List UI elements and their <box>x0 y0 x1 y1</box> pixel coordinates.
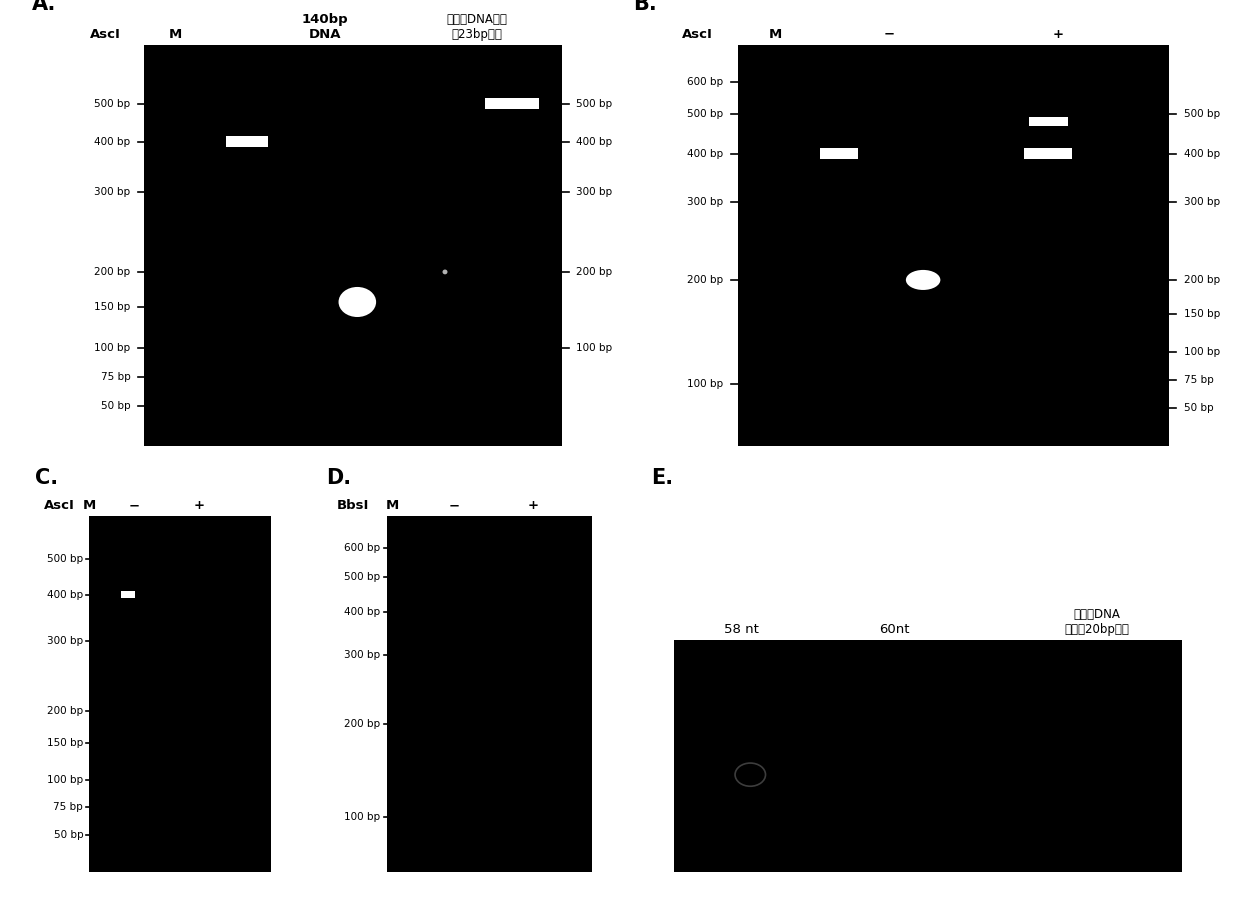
Text: 200 bp: 200 bp <box>1183 275 1220 285</box>
Ellipse shape <box>339 287 376 317</box>
Bar <box>226 136 268 147</box>
Text: 150 bp: 150 bp <box>94 301 130 312</box>
Text: 500 bp: 500 bp <box>47 554 83 564</box>
Text: 58 nt: 58 nt <box>724 623 759 636</box>
Bar <box>1029 118 1068 126</box>
Text: D.: D. <box>326 469 351 488</box>
Text: 75 bp: 75 bp <box>1183 375 1213 385</box>
Text: 100 bp: 100 bp <box>1183 347 1220 357</box>
Text: −: − <box>449 499 460 512</box>
Text: 300 bp: 300 bp <box>687 197 723 207</box>
Text: 500 bp: 500 bp <box>345 572 381 582</box>
Text: M: M <box>169 28 182 41</box>
Bar <box>485 98 539 108</box>
Text: 300 bp: 300 bp <box>94 187 130 197</box>
Ellipse shape <box>443 269 448 275</box>
Text: M: M <box>386 499 399 512</box>
Bar <box>89 516 270 872</box>
Text: M: M <box>83 499 95 512</box>
Bar <box>1024 149 1071 159</box>
Text: 200 bp: 200 bp <box>94 267 130 277</box>
Bar <box>738 46 1169 447</box>
Text: 400 bp: 400 bp <box>687 149 723 159</box>
Text: 200 bp: 200 bp <box>345 720 381 730</box>
Text: 600 bp: 600 bp <box>345 543 381 553</box>
Bar <box>122 591 135 598</box>
Text: 100 bp: 100 bp <box>345 811 381 822</box>
Text: 以模板DNA
建立的20bp文库: 以模板DNA 建立的20bp文库 <box>1065 608 1130 636</box>
Text: E.: E. <box>651 469 673 488</box>
Text: 150 bp: 150 bp <box>47 738 83 748</box>
Text: 400 bp: 400 bp <box>345 607 381 618</box>
Text: AscI: AscI <box>89 28 120 41</box>
Text: B.: B. <box>632 0 656 14</box>
Bar <box>820 149 858 159</box>
Text: 100 bp: 100 bp <box>94 343 130 353</box>
Text: +: + <box>193 499 205 512</box>
Text: AscI: AscI <box>682 28 712 41</box>
Text: 50 bp: 50 bp <box>1183 403 1213 414</box>
Text: −: − <box>129 499 139 512</box>
Text: 50 bp: 50 bp <box>53 830 83 840</box>
Text: 150 bp: 150 bp <box>1183 309 1220 319</box>
Text: +: + <box>1053 28 1064 41</box>
Text: 300 bp: 300 bp <box>1183 197 1220 207</box>
Text: 200 bp: 200 bp <box>47 706 83 716</box>
Text: 400 bp: 400 bp <box>47 589 83 599</box>
Text: 400 bp: 400 bp <box>577 137 613 147</box>
Text: 500 bp: 500 bp <box>1183 108 1220 119</box>
Text: 200 bp: 200 bp <box>577 267 613 277</box>
Text: C.: C. <box>35 469 58 488</box>
Text: 100 bp: 100 bp <box>47 776 83 785</box>
Text: 400 bp: 400 bp <box>1183 149 1220 159</box>
Bar <box>387 516 591 872</box>
Text: −: − <box>884 28 895 41</box>
Text: 300 bp: 300 bp <box>47 637 83 646</box>
Text: 140bp
DNA: 140bp DNA <box>301 13 348 41</box>
Text: A.: A. <box>31 0 56 14</box>
Text: 75 bp: 75 bp <box>100 372 130 382</box>
Text: +: + <box>528 499 538 512</box>
Text: 400 bp: 400 bp <box>94 137 130 147</box>
Text: 100 bp: 100 bp <box>577 343 613 353</box>
Text: BbsI: BbsI <box>337 499 370 512</box>
Text: 60nt: 60nt <box>879 623 909 636</box>
Text: 200 bp: 200 bp <box>687 275 723 285</box>
Text: AscI: AscI <box>43 499 74 512</box>
Text: 600 bp: 600 bp <box>687 76 723 86</box>
Text: 300 bp: 300 bp <box>345 650 381 660</box>
Text: 75 bp: 75 bp <box>53 802 83 812</box>
Bar <box>144 46 562 447</box>
Text: 300 bp: 300 bp <box>577 187 613 197</box>
Bar <box>675 641 1182 872</box>
Text: 500 bp: 500 bp <box>577 98 613 108</box>
Text: 500 bp: 500 bp <box>687 108 723 119</box>
Ellipse shape <box>906 270 940 290</box>
Text: 100 bp: 100 bp <box>687 380 723 389</box>
Text: M: M <box>769 28 782 41</box>
Text: 500 bp: 500 bp <box>94 98 130 108</box>
Text: 以模板DNA构建
的23bp文库: 以模板DNA构建 的23bp文库 <box>446 13 507 41</box>
Text: 50 bp: 50 bp <box>100 402 130 411</box>
